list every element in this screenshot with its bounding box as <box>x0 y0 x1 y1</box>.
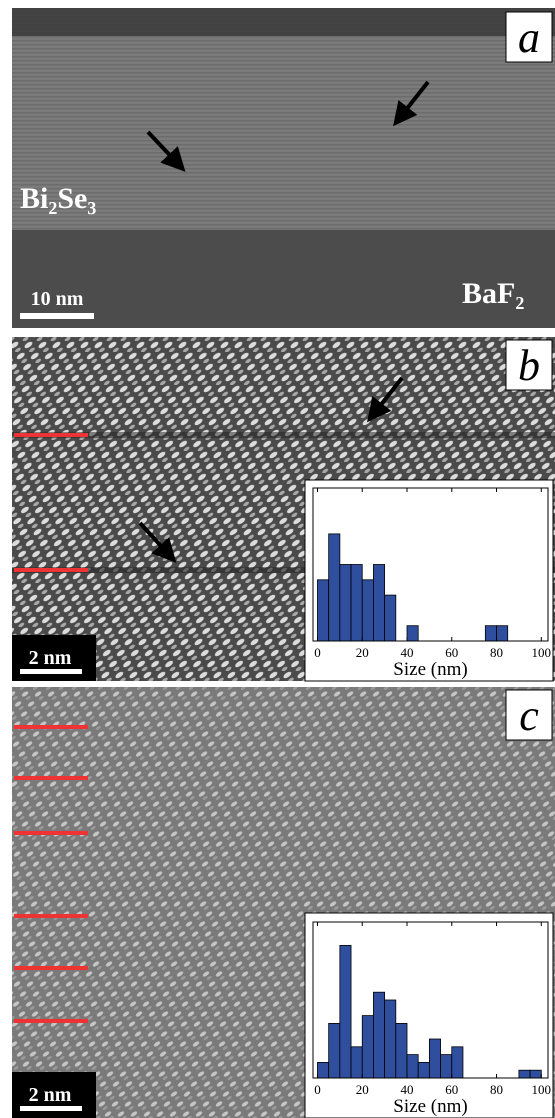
panel-b: b 2 nm <box>12 337 555 681</box>
panel-label: b <box>518 341 540 390</box>
scale-label: 2 nm <box>29 1084 72 1106</box>
x-tick-label: 20 <box>356 645 369 660</box>
bar <box>329 534 340 641</box>
bar <box>418 1062 429 1078</box>
bar <box>385 595 396 641</box>
bar <box>396 1023 407 1078</box>
bar <box>407 1055 418 1078</box>
x-tick-label: 0 <box>314 645 321 660</box>
x-axis-label: Size (nm) <box>393 1096 467 1117</box>
bar <box>452 1047 463 1078</box>
panel-label: a <box>518 13 540 62</box>
material-label: Bi₂Se₃ <box>20 182 96 215</box>
bar <box>317 1062 328 1078</box>
scale-label: 10 nm <box>31 288 84 310</box>
x-tick-label: 60 <box>445 1082 458 1097</box>
x-tick-label: 100 <box>532 645 552 660</box>
bar <box>441 1055 452 1078</box>
x-tick-label: 80 <box>490 645 503 660</box>
bar <box>329 1023 340 1078</box>
bar <box>385 1000 396 1078</box>
bar <box>351 565 362 642</box>
scale-bar <box>20 1106 82 1111</box>
panel-label: c <box>519 691 539 740</box>
scale-label: 2 nm <box>29 647 72 669</box>
scale-bar <box>20 313 94 319</box>
bar <box>362 1016 373 1078</box>
bar <box>362 580 373 641</box>
bar <box>530 1070 541 1078</box>
bar <box>317 580 328 641</box>
figure: a Bi₂Se₃ BaF₂ 10 nm b 2 nm c 2 nm <box>0 0 555 1118</box>
image-band <box>12 8 555 36</box>
bar <box>519 1070 530 1078</box>
bar <box>373 992 384 1078</box>
x-tick-label: 40 <box>401 645 414 660</box>
x-tick-label: 40 <box>401 1082 414 1097</box>
bar <box>351 1047 362 1078</box>
bar <box>373 565 384 642</box>
x-tick-label: 20 <box>356 1082 369 1097</box>
bar <box>407 626 418 641</box>
scale-bar <box>20 669 82 674</box>
bar <box>497 626 508 641</box>
defect <box>12 432 555 438</box>
bar <box>340 945 351 1078</box>
bar <box>485 626 496 641</box>
material-label: BaF₂ <box>462 277 524 310</box>
x-axis-label: Size (nm) <box>393 659 467 680</box>
x-tick-label: 100 <box>532 1082 552 1097</box>
panel-c: c 2 nm <box>12 687 555 1118</box>
bar <box>340 565 351 642</box>
x-tick-label: 60 <box>445 645 458 660</box>
panel-a: a Bi₂Se₃ BaF₂ 10 nm <box>12 8 555 328</box>
x-tick-label: 0 <box>314 1082 321 1097</box>
x-tick-label: 80 <box>490 1082 503 1097</box>
bar <box>429 1039 440 1078</box>
